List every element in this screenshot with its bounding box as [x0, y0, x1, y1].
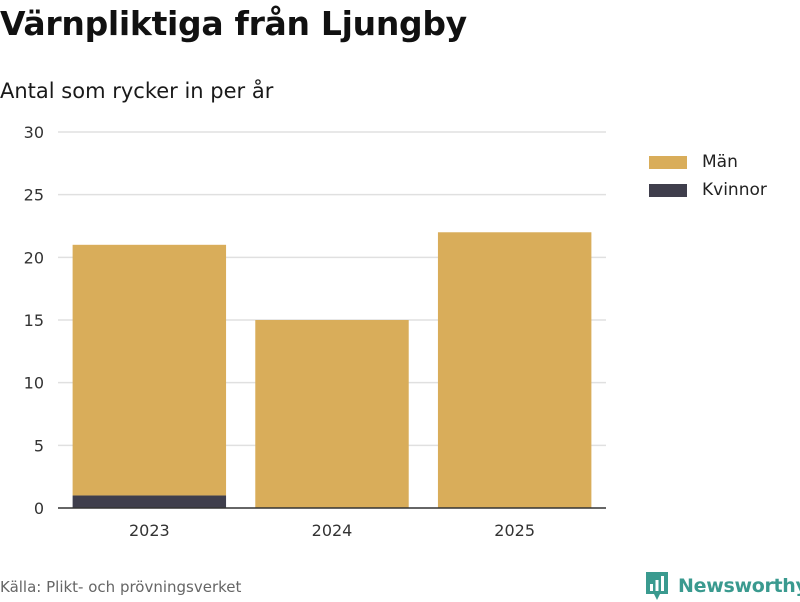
y-tick-label-30: 30: [24, 123, 44, 142]
legend-swatch-man: [649, 155, 687, 169]
chart-subtitle: Antal som rycker in per år: [0, 79, 274, 103]
y-tick-label-20: 20: [24, 248, 44, 267]
x-tick-label-2024: 2024: [312, 521, 353, 540]
chart-legend: Män Kvinnor: [649, 148, 767, 204]
bar-chart-speech-bubble-icon: [646, 572, 668, 600]
bar-m-n-2024: [255, 320, 409, 508]
legend-item-kvinnor: Kvinnor: [649, 176, 767, 204]
bar-kvinnor-2023: [72, 495, 227, 508]
y-tick-label-0: 0: [34, 499, 44, 518]
y-tick-label-25: 25: [24, 186, 44, 205]
brand-name: Newsworthy: [678, 575, 800, 597]
x-tick-label-2023: 2023: [129, 521, 170, 540]
y-tick-label-5: 5: [34, 436, 44, 455]
legend-label-man: Män: [702, 152, 738, 172]
bar-m-n-2023: [72, 244, 227, 496]
bar-m-n-2025: [437, 232, 592, 508]
legend-item-man: Män: [649, 148, 767, 176]
y-tick-label-15: 15: [24, 311, 44, 330]
y-tick-label-10: 10: [24, 374, 44, 393]
legend-swatch-kvinnor: [649, 183, 687, 197]
x-tick-label-2025: 2025: [494, 521, 535, 540]
chart-title: Värnpliktiga från Ljungby: [0, 4, 467, 43]
legend-label-kvinnor: Kvinnor: [702, 180, 767, 200]
brand-logo[interactable]: Newsworthy: [644, 570, 800, 602]
source-note: Källa: Plikt- och prövningsverket: [0, 578, 242, 596]
